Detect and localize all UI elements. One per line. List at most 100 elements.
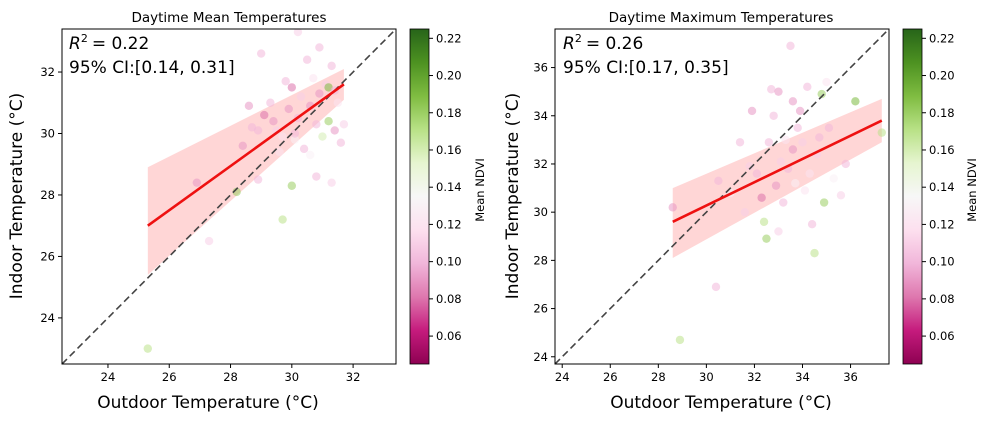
y-tick-label: 28 [533, 253, 548, 267]
data-point [204, 236, 214, 246]
data-point [745, 162, 754, 171]
y-tick-label: 32 [533, 157, 548, 171]
data-point [192, 178, 202, 187]
x-tick-label: 26 [603, 370, 618, 384]
y-tick-label: 32 [40, 65, 55, 79]
data-point [767, 85, 776, 94]
data-point [805, 169, 814, 178]
data-point [759, 217, 769, 227]
data-point [752, 169, 762, 178]
data-point [803, 82, 812, 92]
colorbar-tick-label: 0.06 [929, 329, 955, 343]
regression-line [672, 119, 883, 223]
colorbar-tick-label: 0.12 [436, 217, 462, 231]
r2-annotation: R2 = 0.26 [563, 32, 643, 54]
colorbar-tick-label: 0.22 [436, 31, 462, 45]
data-point [330, 126, 339, 135]
x-axis-label: Outdoor Temperature (°C) [610, 393, 832, 413]
data-point [278, 132, 287, 141]
ci-annotation: 95% CI:[0.14, 0.31] [69, 58, 235, 78]
colorbar-tick-label: 0.16 [929, 143, 955, 157]
y-tick-label: 26 [533, 302, 548, 316]
colorbar-tick-label: 0.12 [929, 217, 955, 231]
data-point [815, 133, 824, 142]
colorbar-tick-label: 0.10 [436, 255, 462, 269]
data-point [735, 138, 745, 147]
data-point [769, 111, 778, 120]
data-point [327, 178, 336, 187]
identity-line [62, 29, 396, 364]
data-point [324, 117, 333, 126]
data-point [747, 106, 757, 116]
data-point [315, 89, 324, 98]
colorbar-tick-label: 0.08 [436, 292, 462, 306]
x-axis-label: Outdoor Temperature (°C) [97, 393, 319, 413]
plot-frame [554, 28, 890, 365]
data-point [793, 123, 802, 133]
colorbar-tick-label: 0.18 [929, 106, 955, 120]
data-point [740, 207, 750, 217]
y-tick-label: 34 [533, 109, 548, 123]
y-axis-label: Indoor Temperature (°C) [7, 93, 27, 300]
data-point [836, 191, 846, 200]
data-point [290, 135, 300, 144]
ci-annotation: 95% CI:[0.17, 0.35] [563, 58, 729, 78]
data-point [776, 157, 786, 166]
x-tick-label: 28 [223, 370, 238, 384]
data-point [779, 198, 788, 207]
colorbar [902, 28, 923, 365]
x-tick-label: 32 [346, 370, 361, 384]
data-point [757, 193, 766, 202]
data-point [318, 132, 327, 141]
y-tick-label: 30 [40, 126, 55, 140]
data-point [293, 29, 303, 37]
x-tick-label: 32 [747, 370, 762, 384]
data-point [302, 55, 312, 64]
confidence-band [147, 68, 344, 275]
data-point [851, 97, 860, 106]
data-point [791, 179, 800, 188]
chart-panel-mean: Daytime Mean Temperatures 24 26 28 30 32 24 26… [7, 10, 487, 413]
data-point [675, 335, 685, 345]
y-tick-label: 36 [533, 61, 548, 75]
y-axis-label: Indoor Temperature (°C) [503, 93, 523, 300]
chart-title: Daytime Maximum Temperatures [609, 10, 834, 26]
data-point [800, 186, 810, 195]
chart-panel-max: Daytime Maximum Temperatures 24 26 28 30 32 3… [503, 10, 979, 413]
data-point [336, 138, 346, 147]
data-point [819, 198, 829, 207]
data-point [238, 141, 247, 150]
data-point [807, 220, 817, 229]
data-point [771, 181, 781, 190]
identity-line [555, 29, 889, 364]
data-point [327, 61, 336, 71]
x-tick-label: 28 [651, 370, 666, 384]
colorbar-label: Mean NDVI [965, 158, 979, 222]
data-point [290, 129, 300, 138]
x-tick-label: 24 [555, 370, 570, 384]
data-point [278, 215, 287, 224]
data-point [822, 77, 831, 87]
data-point [668, 203, 677, 212]
y-tick-label: 28 [40, 188, 55, 202]
colorbar-tick-label: 0.08 [929, 292, 955, 306]
data-point [711, 282, 721, 292]
data-point [764, 138, 774, 147]
colorbar-tick-label: 0.18 [436, 106, 462, 120]
data-point [256, 49, 266, 58]
data-point [774, 87, 783, 96]
data-point [829, 174, 838, 183]
data-point [260, 110, 269, 120]
data-point [281, 77, 290, 86]
colorbar-label: Mean NDVI [473, 158, 487, 222]
data-point [824, 123, 834, 133]
x-tick-label: 26 [162, 370, 177, 384]
regression-line [147, 83, 345, 227]
x-tick-label: 24 [101, 370, 116, 384]
data-point [266, 98, 275, 107]
data-point [287, 181, 297, 190]
data-point [877, 128, 886, 137]
colorbar-tick-label: 0.16 [436, 143, 462, 157]
y-tick-label: 30 [533, 205, 548, 219]
